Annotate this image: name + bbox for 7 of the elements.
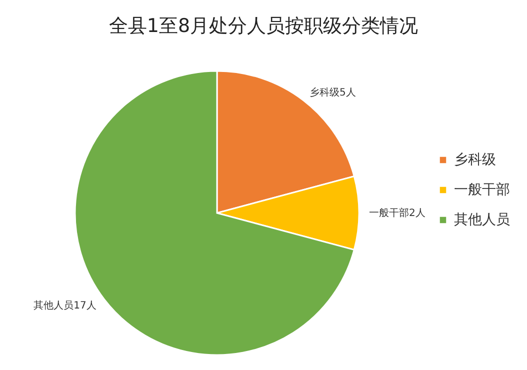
- data-label: 乡科级5人: [310, 86, 356, 98]
- legend-label: 乡科级: [454, 152, 496, 168]
- chart-title: 全县1至8月处分人员按职级分类情况: [108, 15, 418, 37]
- data-label: 其他人员17人: [34, 300, 96, 312]
- data-label: 一般干部2人: [369, 207, 426, 219]
- legend-label: 其他人员: [454, 212, 510, 228]
- legend-label: 一般干部: [454, 182, 510, 198]
